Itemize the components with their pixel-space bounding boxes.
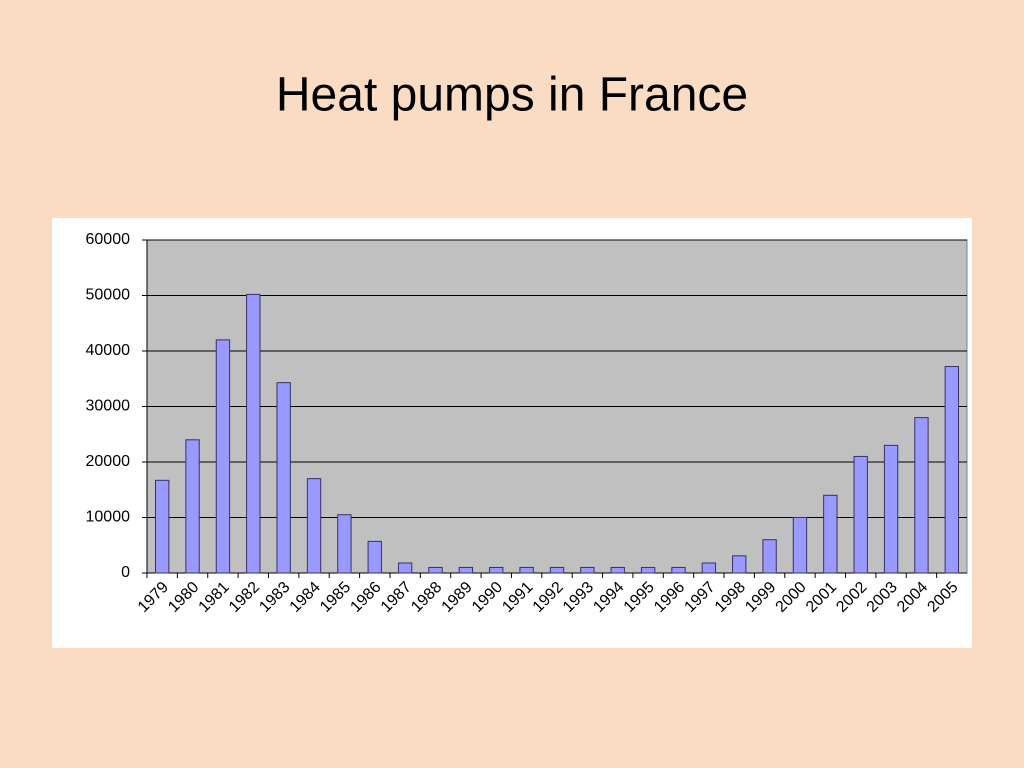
bar bbox=[489, 566, 504, 574]
y-tick-label: 10000 bbox=[86, 509, 131, 526]
bar bbox=[732, 555, 747, 574]
bar bbox=[428, 566, 443, 574]
bar bbox=[367, 540, 382, 574]
bar bbox=[883, 444, 899, 574]
bar bbox=[580, 566, 595, 574]
bar bbox=[610, 566, 625, 574]
y-tick-label: 50000 bbox=[86, 287, 131, 304]
bar bbox=[671, 566, 686, 574]
bar bbox=[762, 539, 777, 574]
bar bbox=[185, 439, 200, 574]
bar bbox=[549, 566, 565, 574]
bar bbox=[397, 562, 413, 574]
bar bbox=[640, 566, 656, 574]
bar bbox=[155, 479, 170, 574]
y-tick-label: 20000 bbox=[86, 453, 131, 470]
bar bbox=[246, 293, 261, 574]
y-tick-label: 60000 bbox=[86, 231, 131, 248]
bar bbox=[337, 514, 352, 574]
y-tick-label: 30000 bbox=[86, 398, 131, 415]
bar bbox=[458, 566, 474, 574]
bar bbox=[276, 382, 291, 574]
bar bbox=[215, 339, 231, 574]
bar bbox=[823, 494, 838, 574]
y-tick-label: 0 bbox=[121, 564, 130, 581]
bar bbox=[944, 366, 959, 574]
y-tick-label: 40000 bbox=[86, 342, 131, 359]
slide-title: Heat pumps in France bbox=[276, 69, 748, 122]
bar bbox=[853, 455, 868, 574]
bar bbox=[519, 566, 534, 574]
bar bbox=[701, 562, 717, 574]
bar bbox=[306, 478, 322, 574]
bar bbox=[792, 517, 808, 574]
bar bbox=[914, 417, 929, 574]
